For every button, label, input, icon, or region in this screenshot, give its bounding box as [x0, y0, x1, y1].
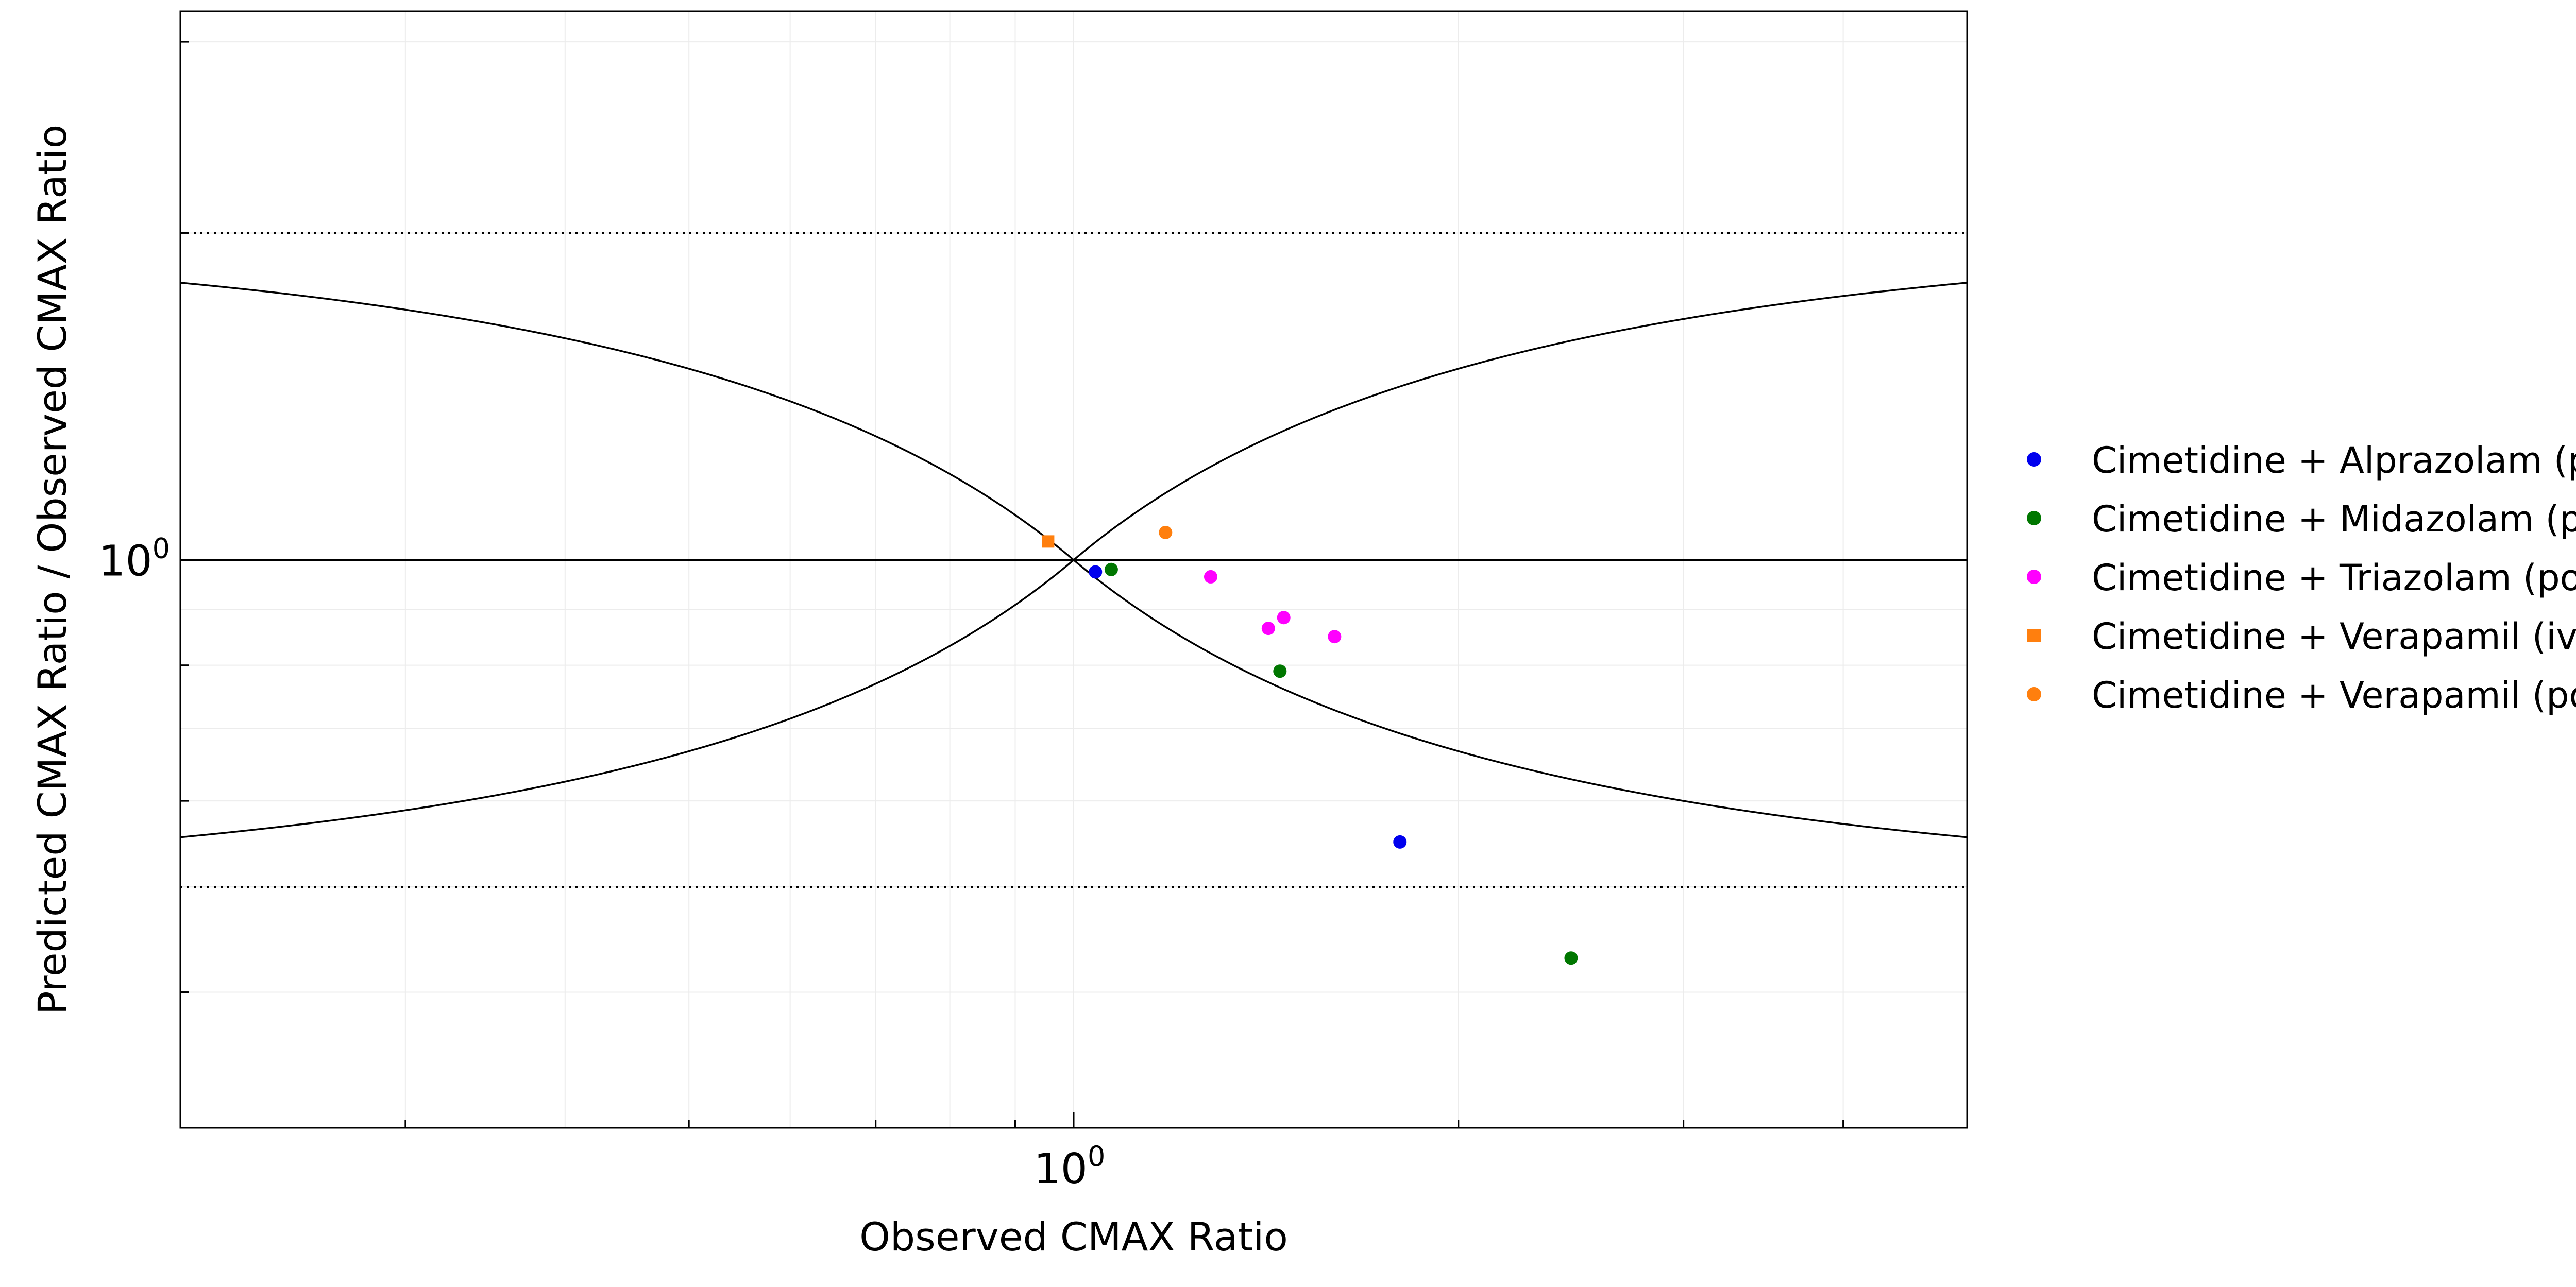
legend: Cimetidine + Alprazolam (po) Cimetidine +…	[2027, 439, 2576, 716]
grid	[180, 11, 1967, 1128]
data-point-s2-p3	[1328, 630, 1342, 644]
axis-ticks	[180, 41, 1844, 1128]
y-axis-title: Predicted CMAX Ratio / Observed CMAX Rat…	[29, 125, 75, 1015]
legend-marker-0	[2027, 452, 2041, 467]
data-point-s4-p0	[1159, 525, 1173, 539]
data-point-s2-p2	[1277, 611, 1291, 625]
reference-lines	[180, 232, 1968, 888]
legend-label-1: Cimetidine + Midazolam (po)	[2092, 498, 2576, 540]
data-point-s3-p0	[1042, 535, 1055, 548]
x-tick-label-exponent: 0	[1088, 1140, 1105, 1173]
y-tick-label: 100	[98, 532, 170, 586]
ref-curve-guest-limit-lower	[180, 282, 1968, 838]
legend-label-2: Cimetidine + Triazolam (po)	[2092, 557, 2576, 599]
legend-label-4: Cimetidine + Verapamil (po)	[2092, 674, 2576, 716]
data-point-s1-p1	[1273, 664, 1287, 678]
data-points	[1042, 525, 1578, 965]
legend-marker-3	[2027, 629, 2041, 642]
x-tick-label-base: 10	[1034, 1145, 1088, 1194]
x-tick-label: 100	[1034, 1140, 1106, 1194]
y-tick-label-base: 10	[98, 537, 152, 586]
data-point-s0-p0	[1089, 565, 1103, 579]
data-point-s1-p2	[1564, 951, 1578, 965]
legend-label-3: Cimetidine + Verapamil (iv)	[2092, 615, 2576, 658]
legend-marker-4	[2027, 687, 2041, 701]
x-axis-title: Observed CMAX Ratio	[859, 1214, 1288, 1260]
data-point-s0-p1	[1393, 835, 1407, 849]
data-point-s1-p0	[1104, 562, 1118, 576]
y-tick-label-exponent: 0	[152, 532, 170, 564]
legend-marker-1	[2027, 511, 2041, 525]
data-point-s2-p0	[1204, 570, 1217, 584]
data-point-s2-p1	[1261, 622, 1275, 636]
legend-label-0: Cimetidine + Alprazolam (po)	[2092, 439, 2576, 482]
legend-marker-2	[2027, 570, 2041, 584]
